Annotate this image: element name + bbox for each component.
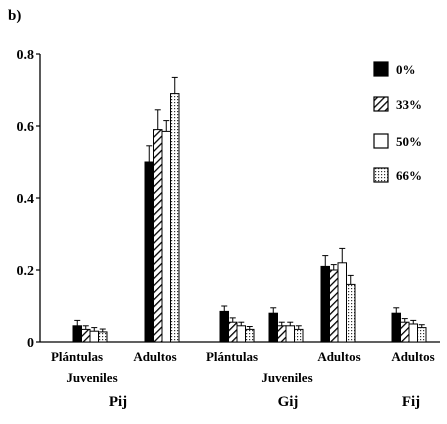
bar xyxy=(400,321,410,343)
y-tick-label: 0 xyxy=(27,336,34,351)
bar xyxy=(228,321,238,343)
legend-label: 0% xyxy=(396,62,416,77)
bar xyxy=(285,325,295,343)
bar xyxy=(98,331,108,343)
bar xyxy=(268,312,278,343)
bar xyxy=(294,328,304,343)
bar xyxy=(346,283,356,343)
bar xyxy=(153,129,163,343)
category-label: Adultos xyxy=(317,349,360,364)
legend-label: 66% xyxy=(396,168,422,183)
y-tick-label: 0.2 xyxy=(17,264,35,279)
panel-label: b) xyxy=(8,8,21,24)
category-label: Plántulas xyxy=(206,349,258,364)
category-label: Juveniles xyxy=(66,370,117,385)
group-label: Fij xyxy=(402,394,420,410)
bar xyxy=(236,325,246,343)
bar xyxy=(391,312,401,343)
bar xyxy=(161,130,171,343)
bar xyxy=(277,325,287,343)
bar xyxy=(72,325,82,343)
category-label: Adultos xyxy=(391,349,434,364)
group-label: Pij xyxy=(109,394,127,410)
legend-swatch xyxy=(373,96,389,112)
bar xyxy=(89,330,99,343)
bar xyxy=(81,328,91,343)
bar xyxy=(219,310,229,343)
bar xyxy=(337,262,347,343)
legend-label: 33% xyxy=(396,97,422,112)
bar xyxy=(170,93,180,343)
legend-swatch xyxy=(373,61,389,77)
bars xyxy=(72,76,427,343)
legend-label: 50% xyxy=(396,134,422,149)
y-tick-label: 0.4 xyxy=(17,192,35,207)
legend-swatch xyxy=(373,133,389,149)
group-label: Gij xyxy=(278,394,299,410)
bar xyxy=(408,323,418,343)
legend: 0% 33% 50% 66% xyxy=(373,61,422,183)
category-label: Plántulas xyxy=(51,349,103,364)
y-ticks: 0 0.2 0.4 0.6 0.8 xyxy=(17,48,40,351)
legend-swatch xyxy=(373,167,389,183)
category-label: Adultos xyxy=(133,349,176,364)
bar xyxy=(329,269,339,343)
y-tick-label: 0.6 xyxy=(17,120,35,135)
bar xyxy=(144,161,154,343)
bar xyxy=(417,327,427,343)
category-label: Juveniles xyxy=(261,370,312,385)
bar xyxy=(245,328,255,343)
bar xyxy=(320,265,330,343)
y-tick-label: 0.8 xyxy=(17,48,35,63)
